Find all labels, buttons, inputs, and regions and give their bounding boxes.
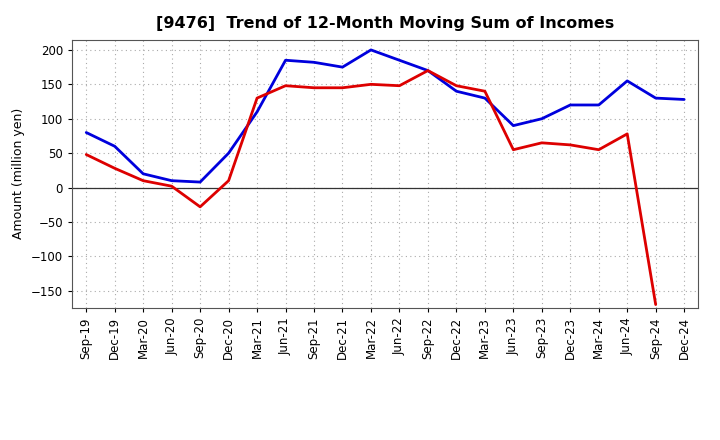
- Net Income: [196, 204, 204, 209]
- Ordinary Income: [139, 171, 148, 176]
- Ordinary Income: [167, 178, 176, 183]
- Net Income: [282, 83, 290, 88]
- Net Income: [537, 140, 546, 146]
- Net Income: [338, 85, 347, 90]
- Ordinary Income: [537, 116, 546, 121]
- Net Income: [82, 152, 91, 157]
- Ordinary Income: [509, 123, 518, 128]
- Y-axis label: Amount (million yen): Amount (million yen): [12, 108, 25, 239]
- Line: Net Income: Net Income: [86, 70, 656, 304]
- Ordinary Income: [566, 103, 575, 108]
- Net Income: [595, 147, 603, 152]
- Ordinary Income: [423, 68, 432, 73]
- Ordinary Income: [110, 143, 119, 149]
- Ordinary Income: [282, 58, 290, 63]
- Net Income: [509, 147, 518, 152]
- Ordinary Income: [366, 47, 375, 52]
- Net Income: [366, 82, 375, 87]
- Ordinary Income: [595, 103, 603, 108]
- Net Income: [167, 183, 176, 189]
- Line: Ordinary Income: Ordinary Income: [86, 50, 684, 182]
- Ordinary Income: [680, 97, 688, 102]
- Net Income: [480, 88, 489, 94]
- Ordinary Income: [225, 150, 233, 156]
- Ordinary Income: [196, 180, 204, 185]
- Ordinary Income: [338, 65, 347, 70]
- Net Income: [225, 178, 233, 183]
- Ordinary Income: [652, 95, 660, 101]
- Net Income: [652, 302, 660, 307]
- Ordinary Income: [82, 130, 91, 135]
- Net Income: [253, 95, 261, 101]
- Title: [9476]  Trend of 12-Month Moving Sum of Incomes: [9476] Trend of 12-Month Moving Sum of I…: [156, 16, 614, 32]
- Net Income: [110, 165, 119, 171]
- Ordinary Income: [480, 95, 489, 101]
- Net Income: [139, 178, 148, 183]
- Ordinary Income: [623, 78, 631, 84]
- Ordinary Income: [452, 88, 461, 94]
- Net Income: [452, 83, 461, 88]
- Ordinary Income: [395, 58, 404, 63]
- Ordinary Income: [310, 60, 318, 65]
- Net Income: [623, 131, 631, 136]
- Net Income: [310, 85, 318, 90]
- Net Income: [395, 83, 404, 88]
- Ordinary Income: [253, 109, 261, 114]
- Net Income: [423, 68, 432, 73]
- Net Income: [566, 142, 575, 147]
